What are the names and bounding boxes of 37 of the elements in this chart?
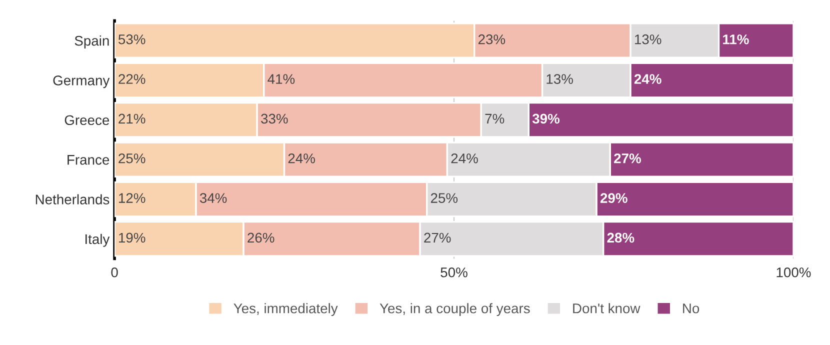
y-tick-label: Germany: [53, 76, 110, 88]
data-label: 34%: [200, 193, 227, 203]
data-label: 13%: [546, 74, 573, 84]
data-label: 23%: [478, 34, 506, 44]
data-label: 28%: [607, 232, 634, 243]
data-label: 41%: [268, 74, 295, 84]
y-tick-label: Greece: [64, 115, 110, 126]
data-label: 53%: [118, 34, 146, 44]
y-tick-label: Italy: [85, 234, 110, 247]
data-label: 7%: [485, 114, 504, 124]
data-label: 24%: [288, 153, 315, 164]
data-label: 29%: [600, 193, 628, 203]
data-label: 19%: [118, 232, 146, 243]
legend-label: No: [683, 304, 700, 314]
data-label: 22%: [118, 74, 146, 84]
data-label: 21%: [118, 114, 146, 124]
data-label: 24%: [634, 74, 662, 84]
legend-label: Yes, immediately: [234, 303, 338, 316]
data-label: 25%: [430, 193, 458, 203]
data-label: 27%: [614, 153, 641, 164]
data-label: 24%: [451, 153, 478, 164]
data-label: 13%: [634, 34, 662, 44]
legend-label: Don't know: [573, 303, 640, 314]
data-label: 25%: [118, 153, 146, 164]
x-tick-label: 50%: [440, 267, 468, 278]
x-tick-label: 100%: [776, 267, 811, 278]
x-tick-label: 0: [111, 267, 118, 278]
data-label: 33%: [261, 114, 288, 124]
data-label: 27%: [424, 232, 451, 243]
legend-label: Yes, in a couple of years: [380, 303, 530, 316]
y-tick-label: Netherlands: [36, 194, 110, 204]
data-label: 39%: [532, 114, 560, 124]
data-label: 12%: [118, 193, 146, 203]
data-label: 26%: [248, 232, 274, 243]
y-tick-label: France: [68, 155, 110, 165]
y-tick-label: Spain: [74, 36, 109, 48]
data-label: 11%: [723, 34, 749, 44]
